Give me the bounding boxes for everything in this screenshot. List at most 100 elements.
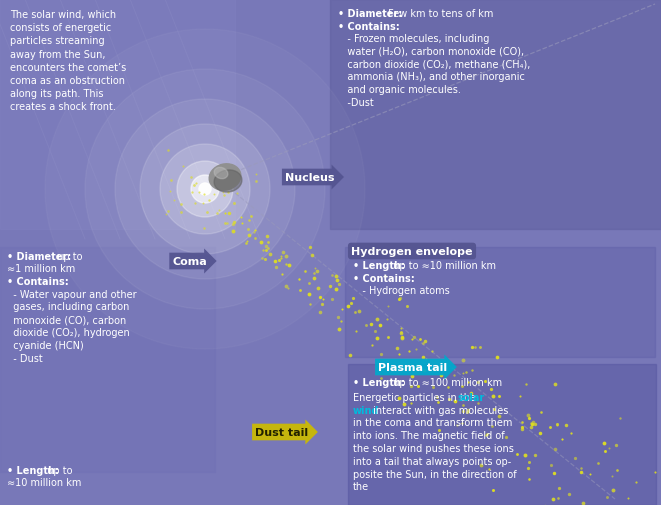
Point bbox=[631, 478, 641, 486]
Point bbox=[545, 461, 556, 469]
Point bbox=[525, 419, 536, 427]
Point bbox=[592, 459, 603, 467]
Point bbox=[524, 458, 534, 466]
Text: Nucleus: Nucleus bbox=[286, 173, 334, 183]
Point bbox=[237, 220, 247, 228]
Point bbox=[376, 374, 387, 382]
Text: Dust tail: Dust tail bbox=[255, 427, 309, 437]
Point bbox=[412, 382, 423, 390]
Point bbox=[552, 420, 563, 428]
Point bbox=[221, 219, 232, 227]
Point bbox=[448, 372, 459, 380]
Point bbox=[395, 295, 405, 303]
Point bbox=[209, 190, 219, 198]
Point bbox=[309, 274, 319, 282]
Point bbox=[382, 302, 393, 311]
Point bbox=[229, 219, 239, 227]
Point bbox=[427, 347, 438, 355]
Point bbox=[623, 494, 633, 502]
Point bbox=[467, 343, 478, 351]
Point bbox=[405, 383, 416, 391]
Point bbox=[463, 406, 473, 414]
Point bbox=[405, 399, 416, 408]
Point bbox=[456, 419, 467, 427]
Point bbox=[473, 378, 483, 386]
Point bbox=[527, 420, 537, 428]
Point bbox=[198, 199, 209, 207]
Point bbox=[488, 392, 498, 400]
Point bbox=[515, 392, 525, 400]
Bar bbox=[0, 247, 215, 472]
Point bbox=[418, 366, 429, 374]
Point bbox=[264, 251, 275, 259]
Point bbox=[282, 284, 293, 292]
Point bbox=[223, 188, 234, 196]
Text: Hydrogen envelope: Hydrogen envelope bbox=[351, 246, 473, 257]
Point bbox=[545, 423, 555, 431]
Point bbox=[577, 499, 588, 505]
Point bbox=[242, 225, 253, 233]
Point bbox=[650, 468, 661, 476]
Point bbox=[523, 412, 533, 420]
Point bbox=[305, 244, 315, 252]
Point bbox=[161, 211, 171, 219]
Point bbox=[330, 272, 341, 280]
Ellipse shape bbox=[214, 171, 242, 193]
Point bbox=[381, 315, 392, 323]
Point bbox=[332, 276, 342, 284]
Point bbox=[223, 210, 234, 218]
Point bbox=[344, 351, 355, 360]
Point bbox=[251, 171, 261, 179]
Point bbox=[434, 426, 444, 434]
Point bbox=[351, 328, 362, 336]
Text: • Diameter:: • Diameter: bbox=[7, 251, 71, 262]
Point bbox=[529, 420, 540, 428]
Point bbox=[549, 469, 559, 477]
Point bbox=[199, 191, 210, 199]
Point bbox=[444, 395, 455, 403]
Point bbox=[367, 341, 377, 349]
Text: - Water vapour and other
  gases, including carbon
  monoxide (CO), carbon
  dio: - Water vapour and other gases, includin… bbox=[7, 289, 137, 363]
Circle shape bbox=[160, 145, 250, 234]
Point bbox=[295, 286, 305, 294]
Point bbox=[607, 472, 617, 480]
Point bbox=[281, 252, 292, 261]
Point bbox=[487, 486, 498, 494]
Point bbox=[243, 217, 254, 225]
Text: ≈10 million km: ≈10 million km bbox=[7, 478, 81, 487]
Point bbox=[470, 344, 481, 352]
Text: interact with gas molecules: interact with gas molecules bbox=[369, 405, 508, 415]
Text: • Length:: • Length: bbox=[353, 377, 405, 387]
Text: • Contains:: • Contains: bbox=[338, 21, 400, 31]
Point bbox=[227, 221, 238, 229]
Point bbox=[485, 385, 496, 393]
Circle shape bbox=[191, 176, 219, 204]
Point bbox=[535, 408, 546, 416]
Point bbox=[521, 380, 531, 388]
Point bbox=[199, 224, 210, 232]
Point bbox=[281, 261, 292, 269]
Point bbox=[403, 347, 414, 356]
Point bbox=[249, 234, 260, 242]
Point bbox=[483, 465, 494, 473]
Text: • Diameter:: • Diameter: bbox=[338, 9, 403, 19]
Point bbox=[564, 490, 574, 498]
Point bbox=[526, 423, 537, 431]
Point bbox=[163, 207, 173, 215]
Text: • Length:: • Length: bbox=[353, 261, 405, 271]
Point bbox=[229, 200, 240, 208]
Bar bbox=[0, 0, 235, 230]
Point bbox=[315, 293, 326, 301]
Point bbox=[407, 335, 417, 343]
Point bbox=[372, 315, 383, 323]
Point bbox=[307, 252, 317, 260]
Point bbox=[393, 350, 404, 358]
Point bbox=[333, 313, 344, 321]
Point bbox=[366, 320, 376, 328]
Point bbox=[219, 192, 229, 200]
Point bbox=[220, 220, 231, 228]
Text: up to ≈10 million km: up to ≈10 million km bbox=[390, 261, 496, 271]
Point bbox=[375, 322, 385, 330]
Point bbox=[165, 187, 176, 195]
Text: up to: up to bbox=[54, 251, 83, 262]
